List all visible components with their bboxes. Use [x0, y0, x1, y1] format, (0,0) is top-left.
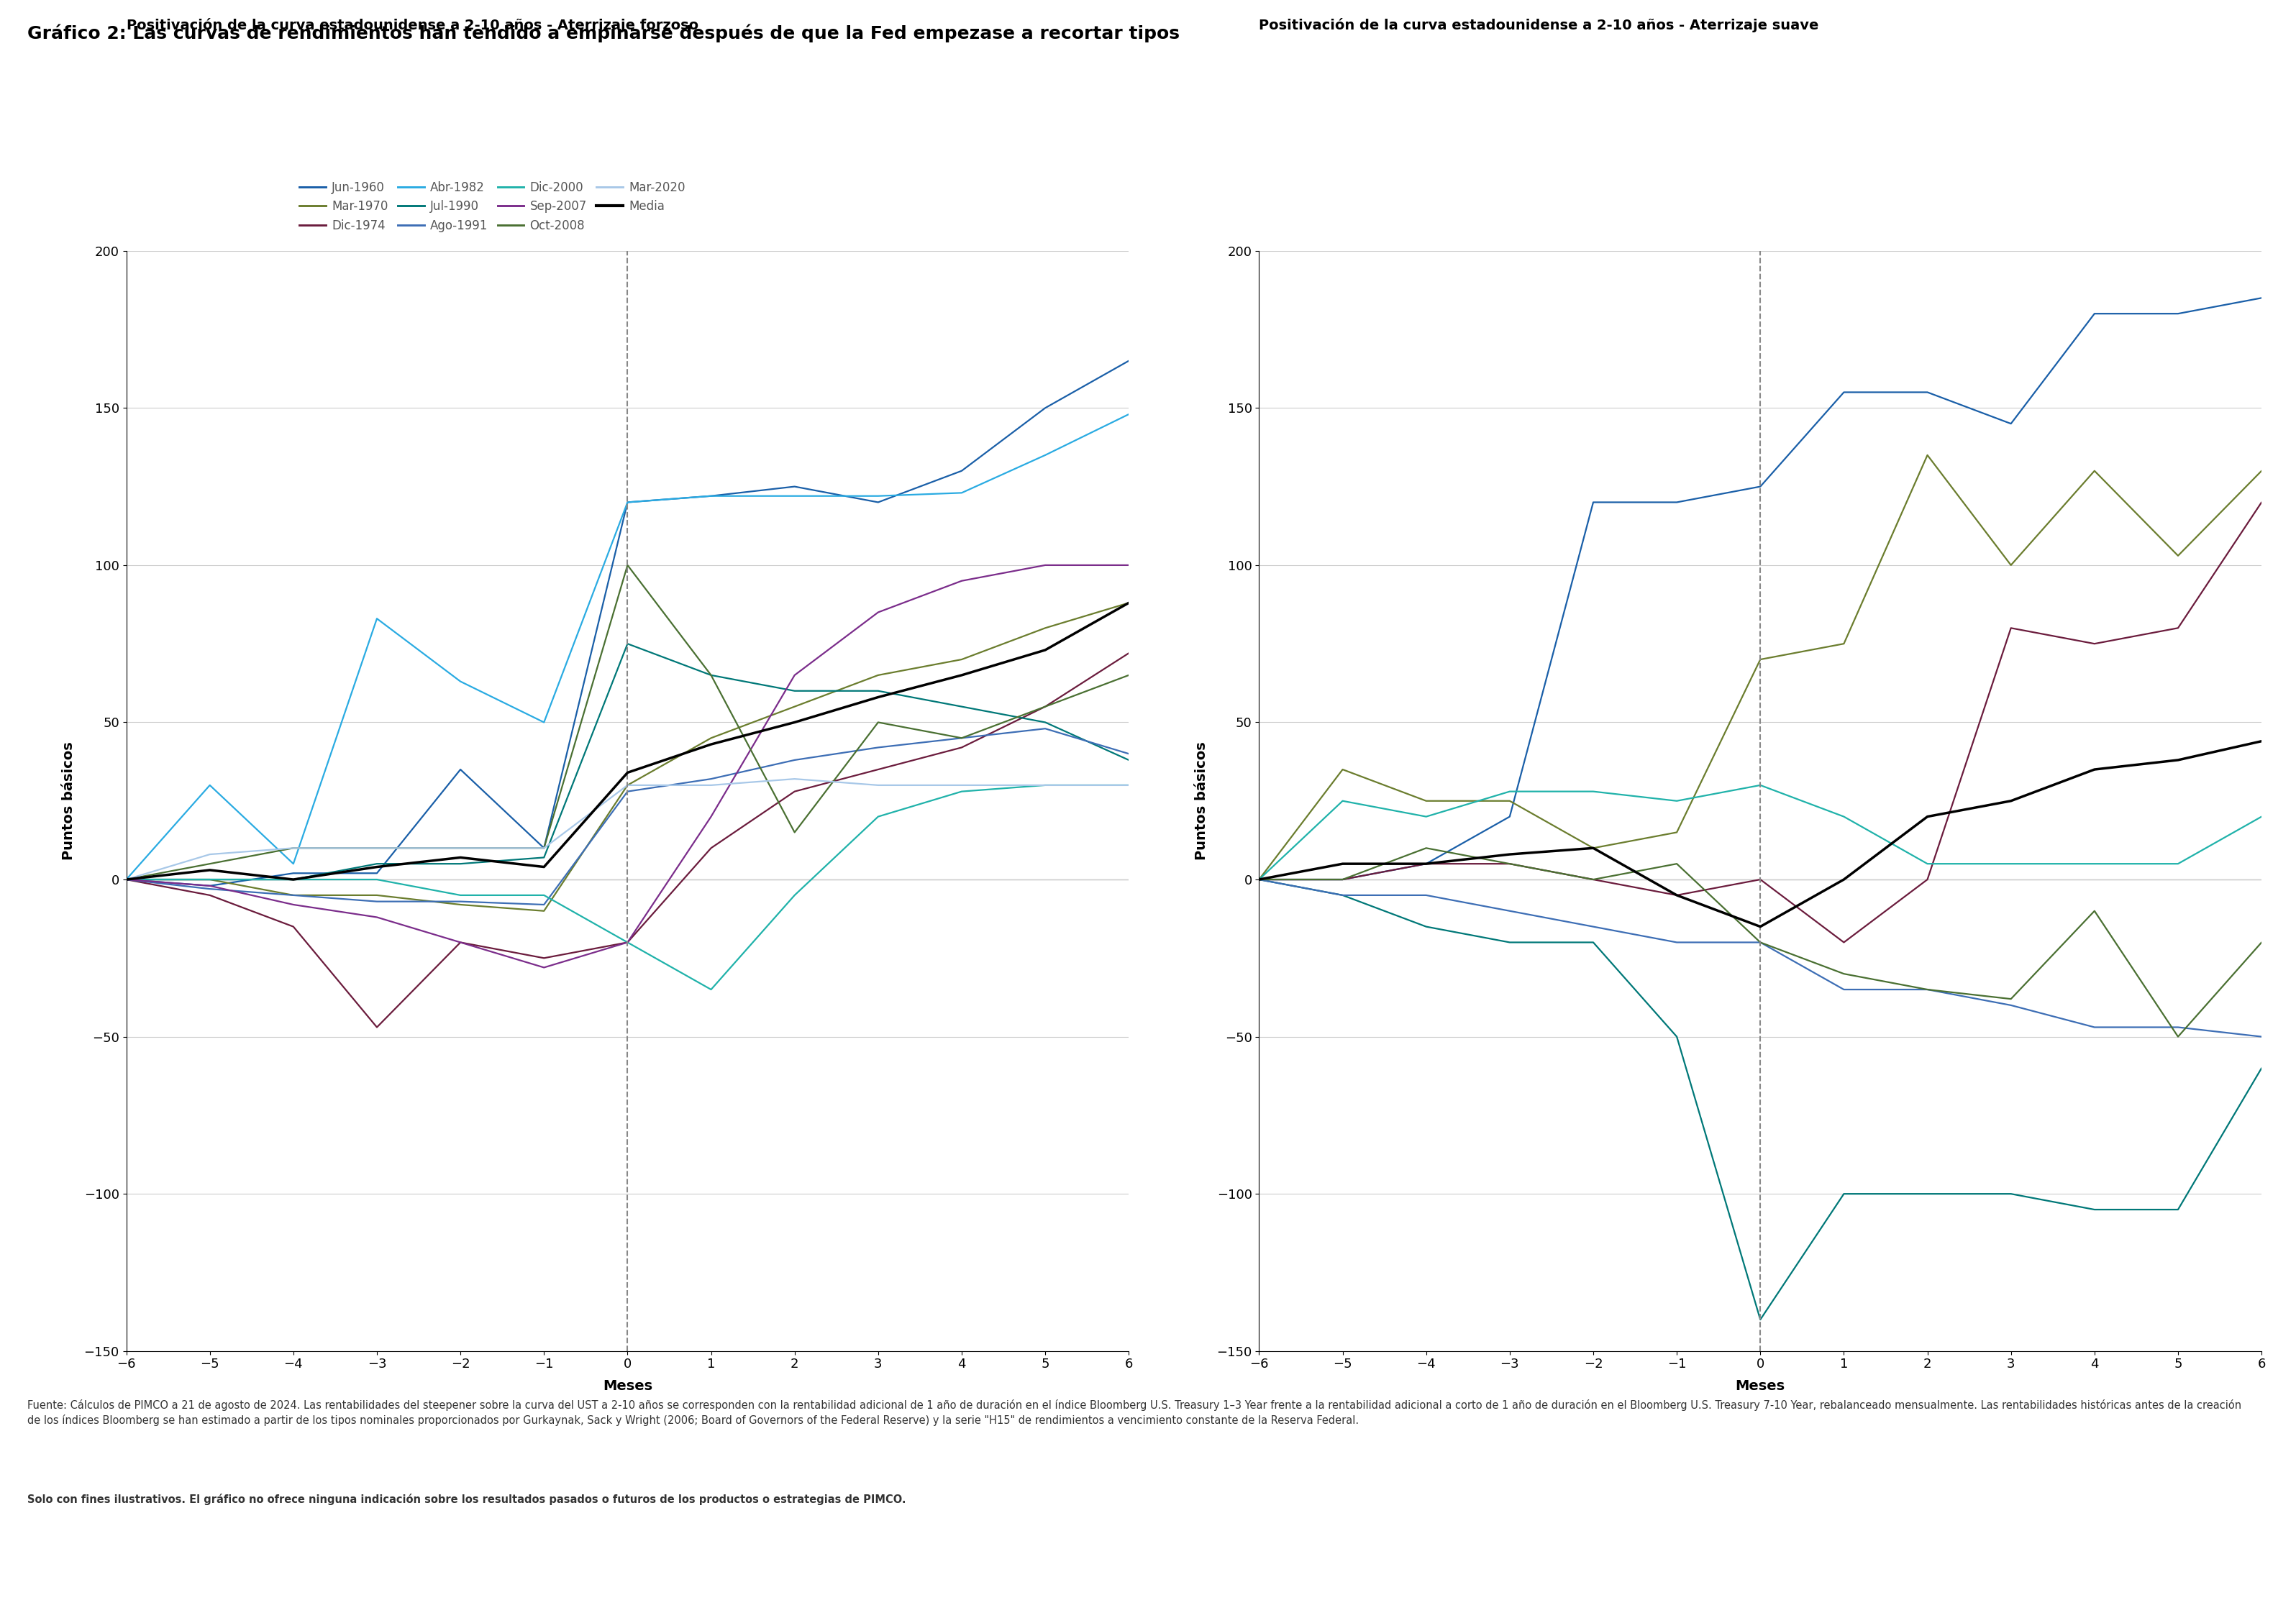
Y-axis label: Puntos básicos: Puntos básicos — [62, 741, 76, 861]
Text: Fuente: Cálculos de PIMCO a 21 de agosto de 2024. Las rentabilidades del steepen: Fuente: Cálculos de PIMCO a 21 de agosto… — [28, 1400, 2241, 1427]
Text: Gráfico 2: Las curvas de rendimientos han tendido a empinarse después de que la : Gráfico 2: Las curvas de rendimientos ha… — [28, 24, 1180, 42]
X-axis label: Meses: Meses — [602, 1379, 652, 1393]
Text: Positivación de la curva estadounidense a 2-10 años - Aterrizaje suave: Positivación de la curva estadounidense … — [1258, 18, 1818, 32]
Text: Positivación de la curva estadounidense a 2-10 años - Aterrizaje forzoso: Positivación de la curva estadounidense … — [126, 18, 698, 32]
Legend: Jun-1960, Mar-1970, Dic-1974, Abr-1982, Jul-1990, Ago-1991, Dic-2000, Sep-2007, : Jun-1960, Mar-1970, Dic-1974, Abr-1982, … — [294, 176, 691, 236]
Y-axis label: Puntos básicos: Puntos básicos — [1194, 741, 1208, 861]
Text: Solo con fines ilustrativos. El gráfico no ofrece ninguna indicación sobre los r: Solo con fines ilustrativos. El gráfico … — [28, 1493, 907, 1505]
X-axis label: Meses: Meses — [1736, 1379, 1786, 1393]
